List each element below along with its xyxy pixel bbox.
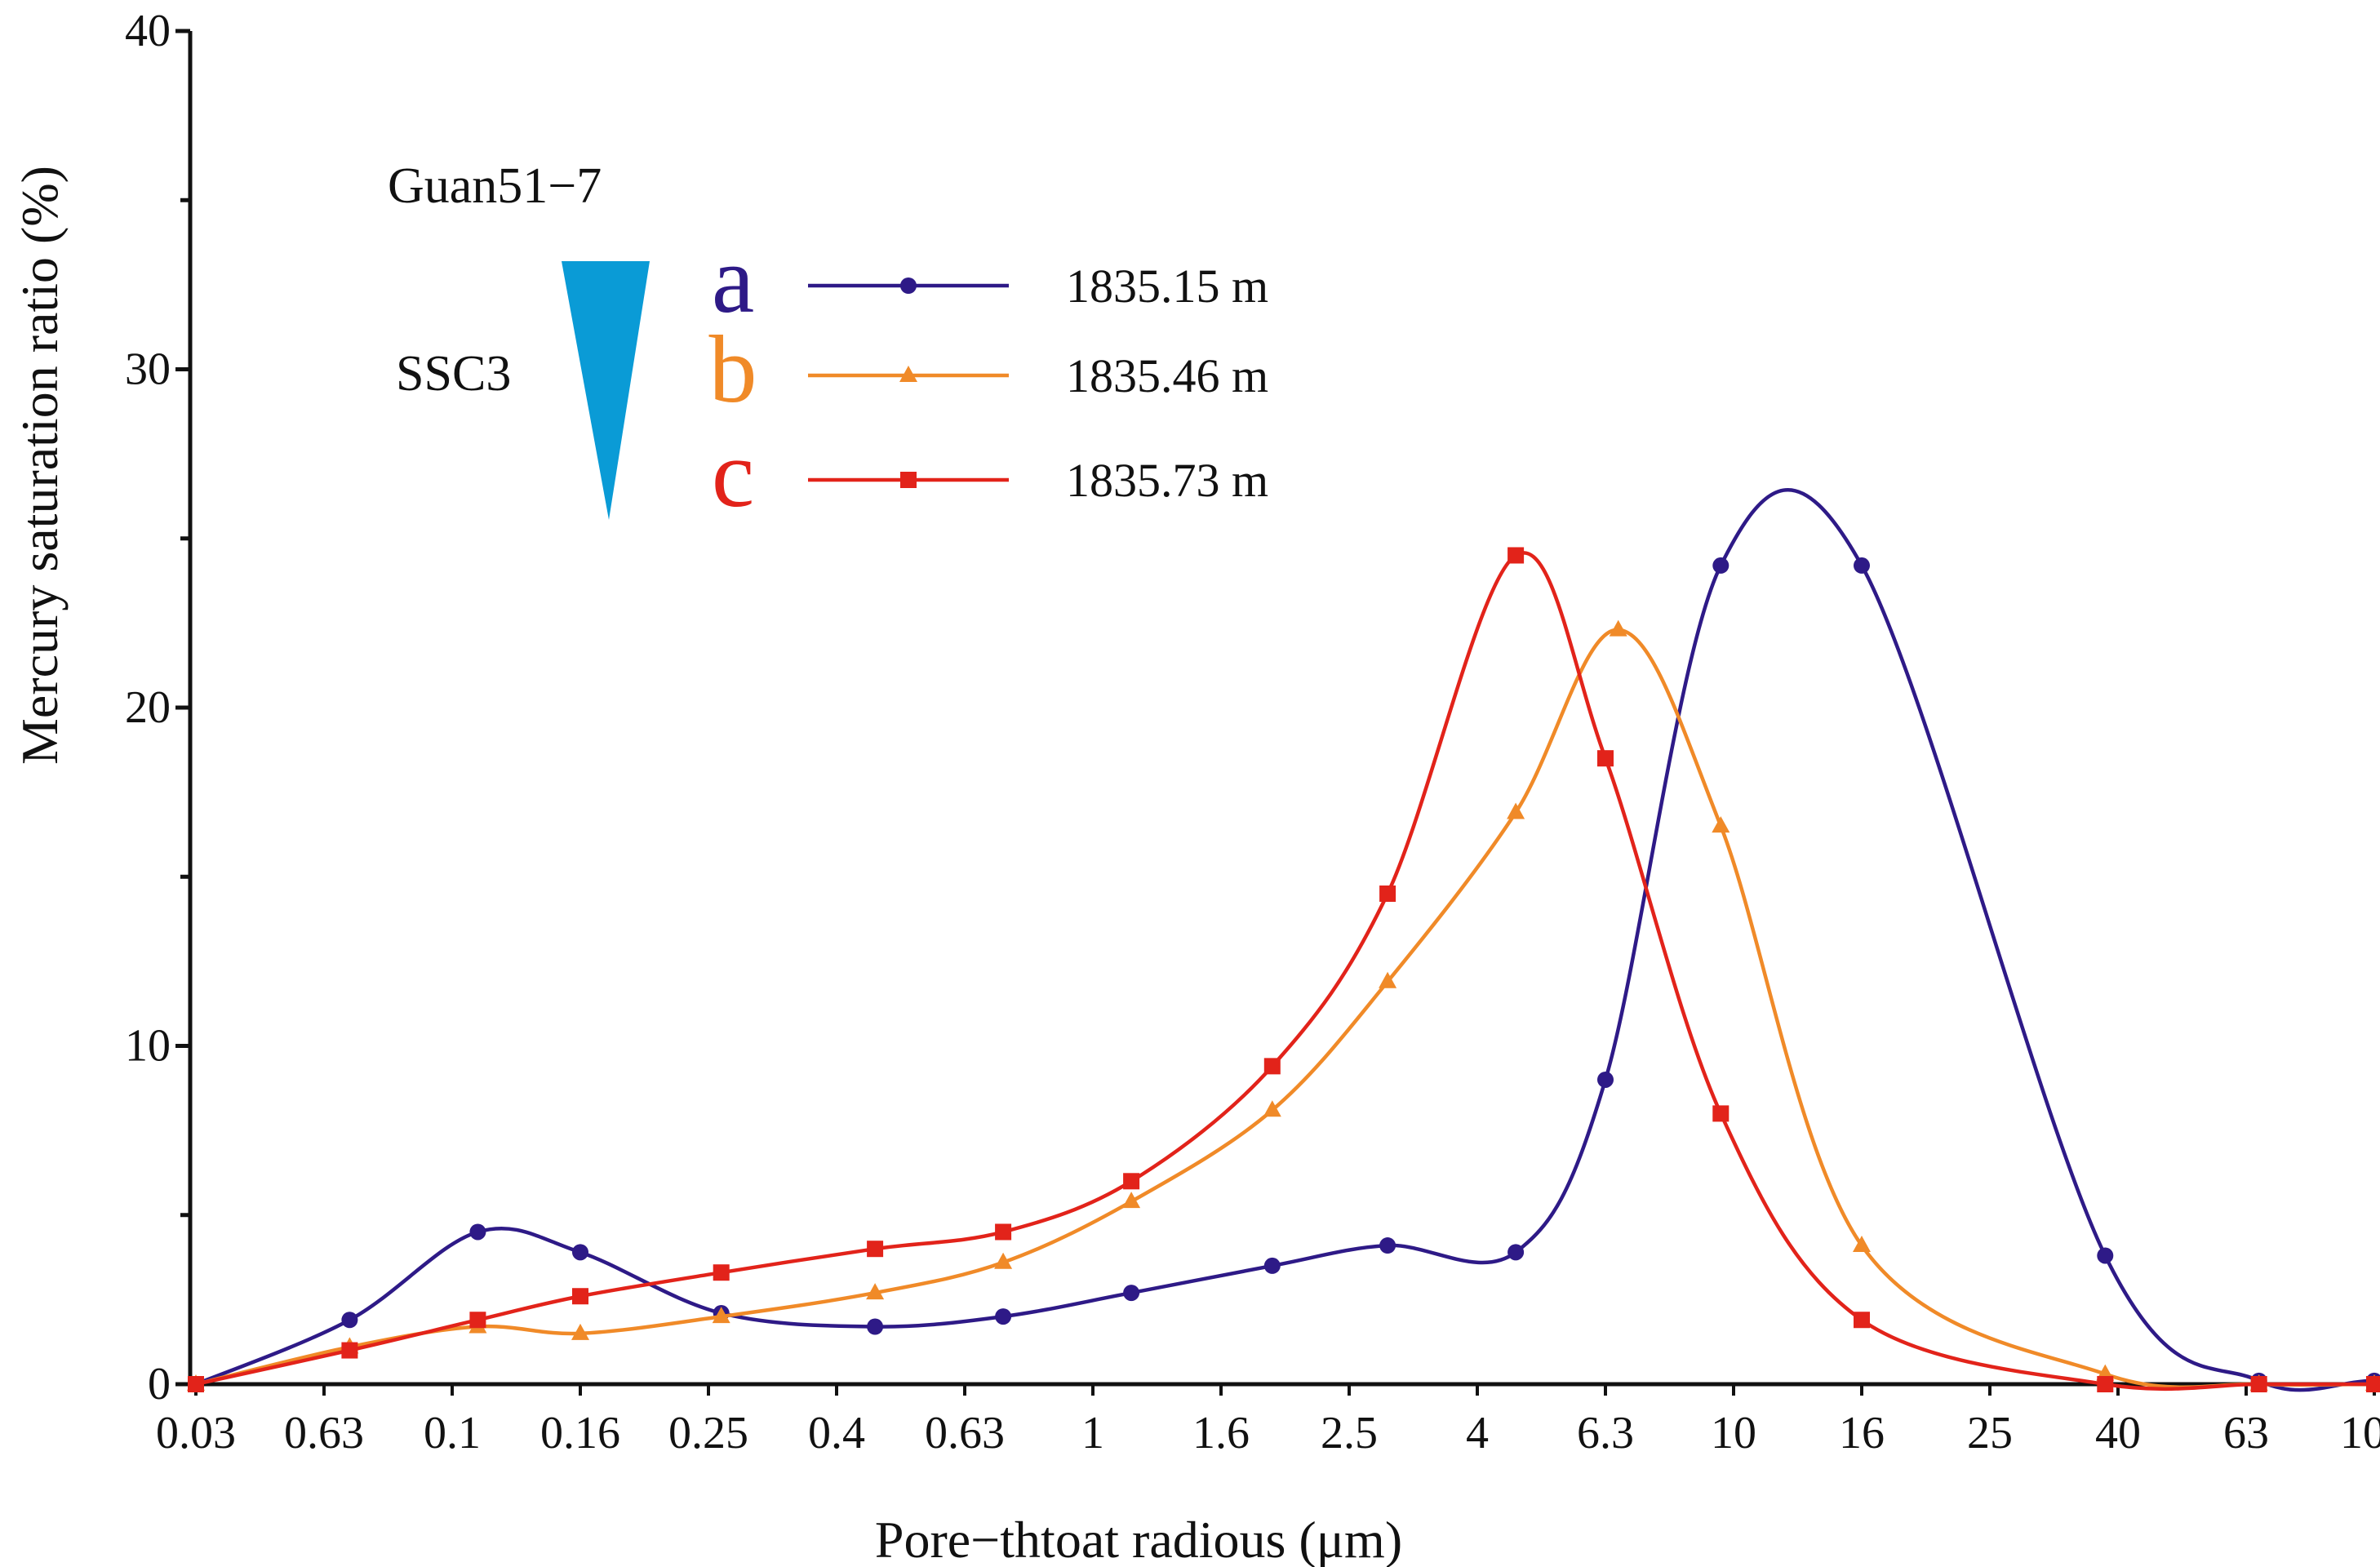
y-tick-label: 20 <box>125 682 171 733</box>
data-point <box>2250 1376 2267 1392</box>
data-point <box>1712 557 1729 574</box>
x-tick-label: 0.1 <box>424 1408 481 1458</box>
data-point <box>1122 1192 1141 1209</box>
series-line <box>195 487 2380 1392</box>
x-tick-label: 2.5 <box>1321 1408 1378 1458</box>
data-point <box>1854 557 1870 574</box>
legend-letter-b: b <box>709 316 757 423</box>
series-a <box>188 487 2380 1392</box>
data-point <box>995 1223 1012 1241</box>
x-tick-label: 0.4 <box>808 1408 865 1458</box>
axes <box>188 31 2371 1387</box>
data-point <box>1712 816 1730 833</box>
x-tick-label: 1 <box>1081 1408 1104 1458</box>
data-point <box>994 1252 1013 1269</box>
legend-letter-c: c <box>712 420 754 527</box>
annotations: Guan51−7 SSC3 <box>388 158 650 520</box>
data-point <box>341 1312 358 1329</box>
data-point <box>867 1318 884 1335</box>
data-point <box>1123 1285 1140 1302</box>
x-tick-label: 10 <box>1711 1408 1756 1458</box>
data-point <box>469 1312 486 1329</box>
data-point <box>572 1244 588 1261</box>
x-tick-label: 63 <box>2223 1408 2269 1458</box>
legend-label: 1835.46 m <box>1066 349 1268 402</box>
data-point <box>571 1323 589 1340</box>
series-line <box>195 551 2380 1392</box>
data-point <box>713 1264 730 1281</box>
x-tick-label: 6.3 <box>1577 1408 1634 1458</box>
data-point <box>900 472 917 488</box>
series-layer <box>187 487 2380 1392</box>
data-point <box>341 1342 358 1359</box>
data-point <box>1379 1237 1396 1254</box>
y-axis-ticks: 0 10 20 30 40 <box>125 6 190 1409</box>
data-point <box>188 1376 204 1392</box>
data-point <box>1712 1105 1729 1122</box>
data-point <box>866 1283 885 1300</box>
data-point <box>900 277 917 294</box>
data-point <box>572 1288 588 1305</box>
data-point <box>1507 1244 1525 1261</box>
series-c <box>188 547 2380 1392</box>
data-point <box>1379 971 1397 988</box>
sequence-label: SSC3 <box>396 346 511 402</box>
x-tick-label: 40 <box>2095 1408 2141 1458</box>
x-tick-label: 0.25 <box>668 1408 748 1458</box>
data-point <box>1263 1058 1281 1075</box>
x-tick-label: 4 <box>1466 1408 1489 1458</box>
well-label: Guan51−7 <box>388 158 602 214</box>
data-point <box>712 1307 730 1324</box>
data-point <box>1853 1236 1871 1253</box>
data-point <box>1263 1257 1281 1274</box>
y-tick-label: 0 <box>148 1359 171 1409</box>
y-tick-label: 10 <box>125 1021 171 1072</box>
x-tick-label: 0.16 <box>540 1408 620 1458</box>
x-axis-ticks: 0.03 0.63 0.1 0.16 0.25 0.4 0.63 1 1.6 2.5 4 6.3 10 1… <box>156 1384 2380 1458</box>
data-point <box>2366 1376 2380 1392</box>
y-tick-label: 40 <box>125 6 171 56</box>
data-point <box>867 1241 884 1258</box>
series-b <box>187 619 2380 1391</box>
data-point <box>1379 885 1396 902</box>
legend-label: 1835.73 m <box>1066 454 1268 507</box>
data-point <box>1854 1312 1870 1329</box>
data-point <box>995 1308 1012 1325</box>
data-point <box>2097 1247 2114 1264</box>
data-point <box>1263 1100 1281 1117</box>
x-tick-label: 1.6 <box>1192 1408 1250 1458</box>
legend: a 1835.15 m b 1835.46 m c 1835.73 m <box>709 226 1269 527</box>
data-point <box>2097 1376 2114 1392</box>
x-tick-label: 100 <box>2340 1408 2380 1458</box>
data-point <box>1597 1071 1614 1088</box>
data-point <box>469 1223 486 1241</box>
legend-label: 1835.15 m <box>1066 260 1268 313</box>
data-point <box>899 366 917 382</box>
data-point <box>1507 547 1525 564</box>
x-tick-label: 16 <box>1839 1408 1885 1458</box>
data-point <box>1609 619 1627 637</box>
x-tick-label: 0.63 <box>925 1408 1005 1458</box>
x-tick-label: 0.63 <box>284 1408 364 1458</box>
data-point <box>1597 750 1614 767</box>
x-axis-title: Pore−thtoat radious (μm) <box>875 1511 1402 1567</box>
x-tick-label: 25 <box>1967 1408 2013 1458</box>
y-axis-title: Mercury saturation ratio (%) <box>11 166 69 765</box>
data-point <box>1507 802 1525 819</box>
data-point <box>1123 1173 1140 1190</box>
legend-letter-a: a <box>712 226 754 333</box>
series-line <box>195 628 2380 1389</box>
y-tick-label: 30 <box>125 344 171 395</box>
x-tick-label: 0.03 <box>156 1408 236 1458</box>
depth-trend-wedge <box>562 261 650 520</box>
